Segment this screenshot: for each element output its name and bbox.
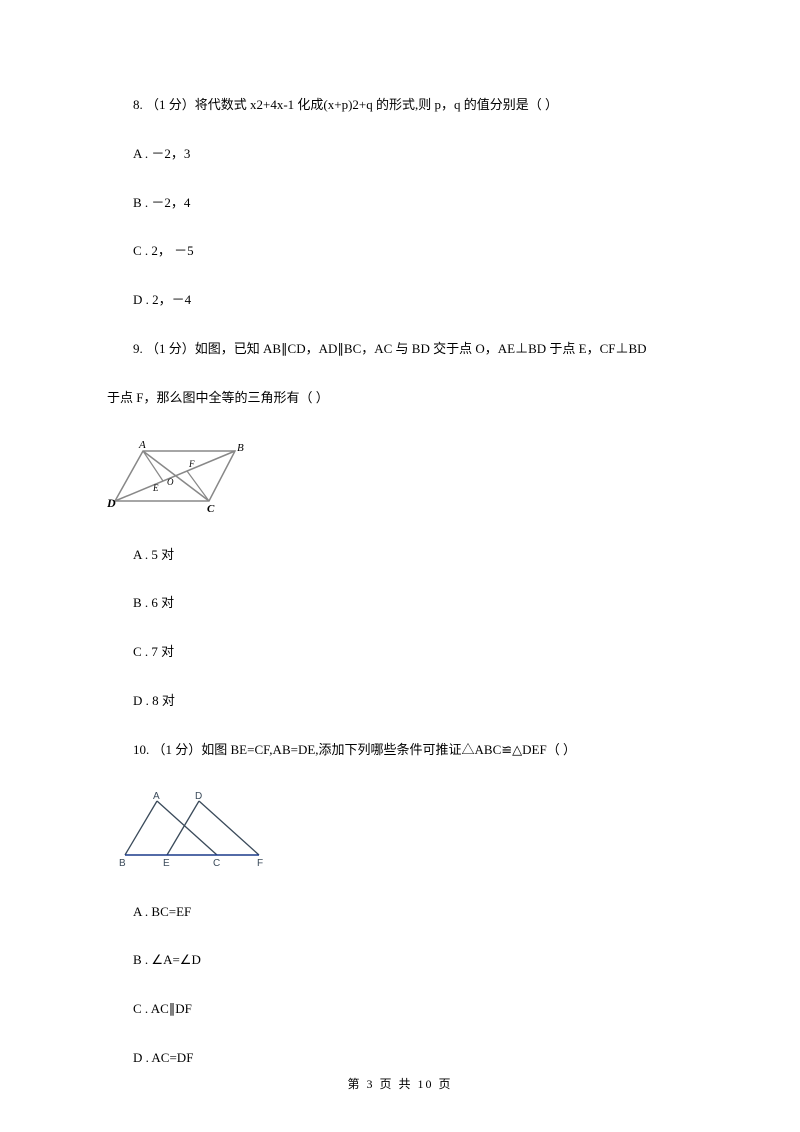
- line-ed: [167, 801, 199, 855]
- page-footer: 第 3 页 共 10 页: [0, 1075, 800, 1094]
- label-o: O: [167, 477, 174, 487]
- label-d: D: [195, 791, 202, 802]
- label-c: C: [207, 503, 215, 515]
- q9-option-d: D . 8 对: [107, 691, 693, 712]
- q8-option-c: C . 2， －5: [107, 241, 693, 262]
- label-c: C: [213, 858, 220, 869]
- q9-figure: A B C D E F O: [107, 437, 693, 517]
- label-a: A: [138, 439, 146, 451]
- q10-option-c: C . AC∥DF: [107, 999, 693, 1020]
- line-ba: [125, 801, 157, 855]
- q10-option-b: B . ∠A=∠D: [107, 950, 693, 971]
- label-d: D: [107, 496, 116, 510]
- q9-option-c: C . 7 对: [107, 642, 693, 663]
- q10-text: 10. （1 分）如图 BE=CF,AB=DE,添加下列哪些条件可推证△ABC≌…: [107, 740, 693, 761]
- label-f: F: [188, 459, 195, 469]
- q9-text-line1: 9. （1 分）如图，已知 AB∥CD，AD∥BC，AC 与 BD 交于点 O，…: [107, 339, 693, 360]
- q10-figure: A D B E C F: [107, 789, 693, 874]
- q9-option-a: A . 5 对: [107, 545, 693, 566]
- q9-option-b: B . 6 对: [107, 593, 693, 614]
- label-e: E: [152, 483, 159, 493]
- q8-option-d: D . 2，－4: [107, 290, 693, 311]
- label-a: A: [153, 791, 160, 802]
- q8-text: 8. （1 分）将代数式 x2+4x-1 化成(x+p)2+q 的形式,则 p，…: [107, 95, 693, 116]
- q10-option-a: A . BC=EF: [107, 902, 693, 923]
- label-b: B: [119, 858, 126, 869]
- diagonal-ac: [143, 451, 209, 501]
- q8-option-a: A . －2，3: [107, 144, 693, 165]
- label-b: B: [237, 442, 244, 454]
- label-e: E: [163, 858, 170, 869]
- q8-option-b: B . －2，4: [107, 193, 693, 214]
- line-ae: [143, 451, 163, 481]
- label-f: F: [257, 858, 263, 869]
- q9-text-line2: 于点 F，那么图中全等的三角形有（ ）: [107, 388, 693, 409]
- q10-option-d: D . AC=DF: [107, 1048, 693, 1069]
